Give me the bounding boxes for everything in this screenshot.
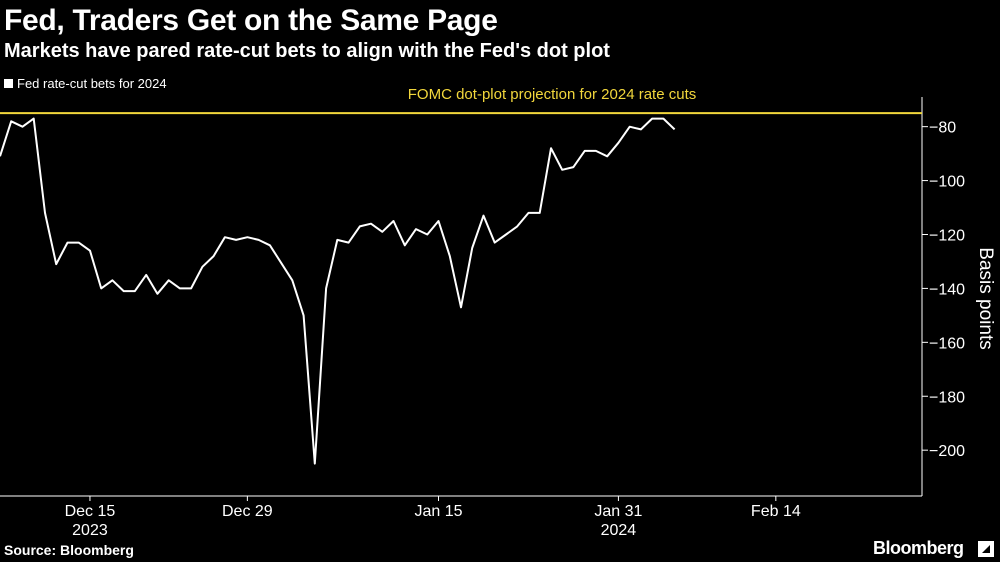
series-line [0, 117, 676, 465]
x-year-label: 2024 [601, 522, 637, 539]
y-tick-label: −200 [929, 443, 965, 460]
chart-title: Fed, Traders Get on the Same Page [4, 4, 498, 37]
y-tick-label: −160 [929, 335, 965, 352]
x-tick-label: Feb 14 [751, 503, 801, 520]
brand-mark-icon [978, 541, 994, 557]
brand-logo: Bloomberg [873, 538, 964, 558]
x-tick-label: Jan 31 [594, 503, 642, 520]
y-tick-label: −120 [929, 227, 965, 244]
x-tick-label: Dec 29 [222, 503, 273, 520]
x-tick-label: Dec 15 [65, 503, 116, 520]
y-axis-title: Basis points [975, 247, 996, 349]
legend-swatch [4, 79, 13, 88]
legend: Fed rate-cut bets for 2024 [4, 76, 167, 91]
y-tick-label: −180 [929, 389, 965, 406]
y-tick-label: −80 [929, 120, 956, 137]
x-year-label: 2023 [72, 522, 108, 539]
chart-subtitle: Markets have pared rate-cut bets to alig… [4, 40, 610, 62]
legend-label: Fed rate-cut bets for 2024 [17, 76, 167, 91]
x-tick-label: Jan 15 [414, 503, 462, 520]
source-note: Source: Bloomberg [4, 542, 134, 558]
y-tick-label: −140 [929, 281, 965, 298]
reference-line-label: FOMC dot-plot projection for 2024 rate c… [408, 86, 696, 103]
y-tick-label: −100 [929, 174, 965, 191]
